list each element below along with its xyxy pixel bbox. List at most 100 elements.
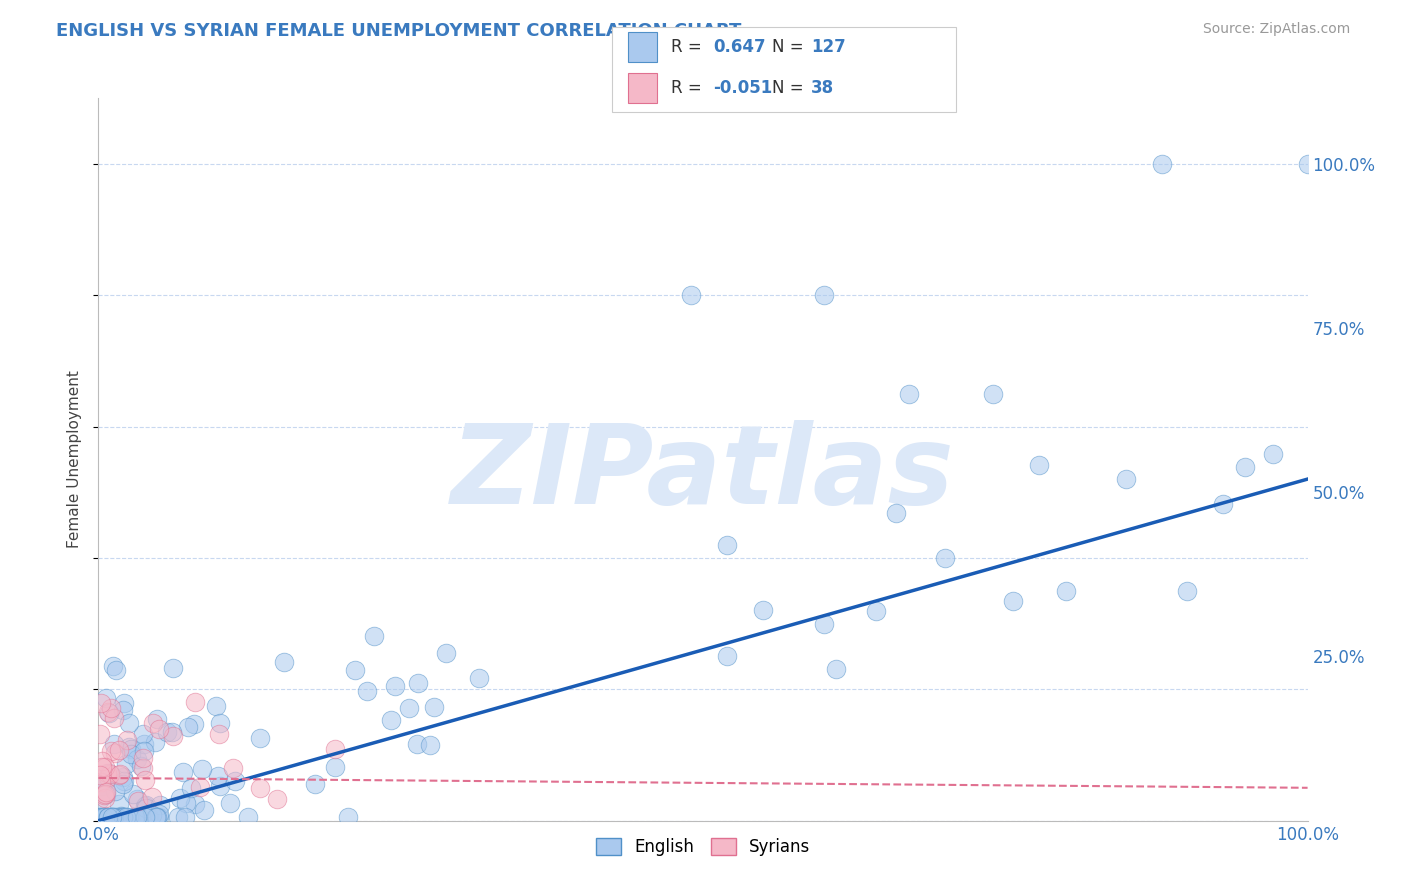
Point xyxy=(129,758,152,772)
Point xyxy=(89,810,111,824)
Point xyxy=(115,810,138,824)
Point xyxy=(110,809,132,823)
Point xyxy=(208,779,231,793)
Point xyxy=(169,790,191,805)
Point xyxy=(249,731,271,745)
Point xyxy=(100,744,122,758)
Point xyxy=(93,810,115,824)
Point xyxy=(125,810,148,824)
Point xyxy=(112,774,135,789)
Point xyxy=(132,744,155,758)
Point xyxy=(112,777,135,791)
Point xyxy=(101,810,124,824)
Point xyxy=(174,796,197,810)
Point xyxy=(138,810,160,824)
Point xyxy=(125,810,148,824)
Point xyxy=(174,810,197,824)
Point xyxy=(384,680,406,694)
Point xyxy=(104,663,127,677)
Point xyxy=(112,810,135,824)
Point xyxy=(89,727,111,741)
Point xyxy=(120,747,142,762)
Text: ZIPatlas: ZIPatlas xyxy=(451,420,955,527)
Point xyxy=(148,807,170,822)
Point xyxy=(236,810,259,824)
Point xyxy=(188,780,211,795)
Point xyxy=(180,781,202,796)
Point xyxy=(148,810,170,824)
Point xyxy=(224,773,246,788)
Point xyxy=(132,727,155,741)
Point xyxy=(716,538,738,552)
Point xyxy=(111,703,134,717)
Point xyxy=(103,810,125,824)
Point xyxy=(813,616,835,631)
Point xyxy=(191,762,214,776)
Point xyxy=(323,742,346,756)
Point xyxy=(98,810,121,824)
Point xyxy=(356,683,378,698)
Point xyxy=(423,700,446,714)
Point xyxy=(1002,594,1025,608)
Text: R =: R = xyxy=(671,38,702,56)
Point xyxy=(134,737,156,751)
Point xyxy=(132,750,155,764)
Point xyxy=(127,793,149,807)
Point xyxy=(343,663,366,677)
Point xyxy=(134,799,156,814)
Point xyxy=(156,724,179,739)
Point xyxy=(90,774,112,789)
Point xyxy=(89,810,111,824)
Point xyxy=(110,810,132,824)
Point xyxy=(98,766,121,780)
Point xyxy=(114,756,136,771)
Point xyxy=(94,760,117,774)
Point xyxy=(89,791,111,805)
Point xyxy=(94,773,117,788)
Point xyxy=(118,716,141,731)
Point xyxy=(101,659,124,673)
Point xyxy=(108,797,131,812)
Point xyxy=(108,742,131,756)
Point xyxy=(405,738,427,752)
Point xyxy=(323,760,346,774)
Point xyxy=(208,716,231,731)
Point xyxy=(94,787,117,801)
Point xyxy=(91,810,114,824)
Point xyxy=(207,768,229,782)
Point xyxy=(1175,583,1198,598)
Point xyxy=(934,550,956,565)
Point xyxy=(183,716,205,731)
Point xyxy=(124,810,146,824)
Text: 127: 127 xyxy=(811,38,846,56)
Point xyxy=(103,738,125,752)
Point xyxy=(96,766,118,780)
Point xyxy=(752,603,775,617)
Point xyxy=(100,810,122,824)
Point xyxy=(273,656,295,670)
Text: N =: N = xyxy=(772,78,803,97)
Point xyxy=(884,506,907,520)
Point xyxy=(143,735,166,749)
Point xyxy=(148,722,170,736)
Point xyxy=(101,810,124,824)
Text: R =: R = xyxy=(671,78,702,97)
Point xyxy=(120,742,142,756)
Point xyxy=(125,810,148,824)
Point xyxy=(141,789,163,804)
Point xyxy=(134,810,156,824)
Point xyxy=(127,752,149,766)
Point xyxy=(304,776,326,790)
Point xyxy=(125,792,148,806)
Point xyxy=(145,810,167,824)
Point xyxy=(90,696,112,710)
Point xyxy=(183,797,205,812)
Point xyxy=(419,738,441,752)
Point xyxy=(98,766,121,780)
Point xyxy=(1152,157,1174,171)
Point xyxy=(97,810,120,824)
Point xyxy=(160,725,183,739)
Point xyxy=(93,788,115,802)
Y-axis label: Female Unemployment: Female Unemployment xyxy=(67,370,83,549)
Point xyxy=(104,810,127,824)
